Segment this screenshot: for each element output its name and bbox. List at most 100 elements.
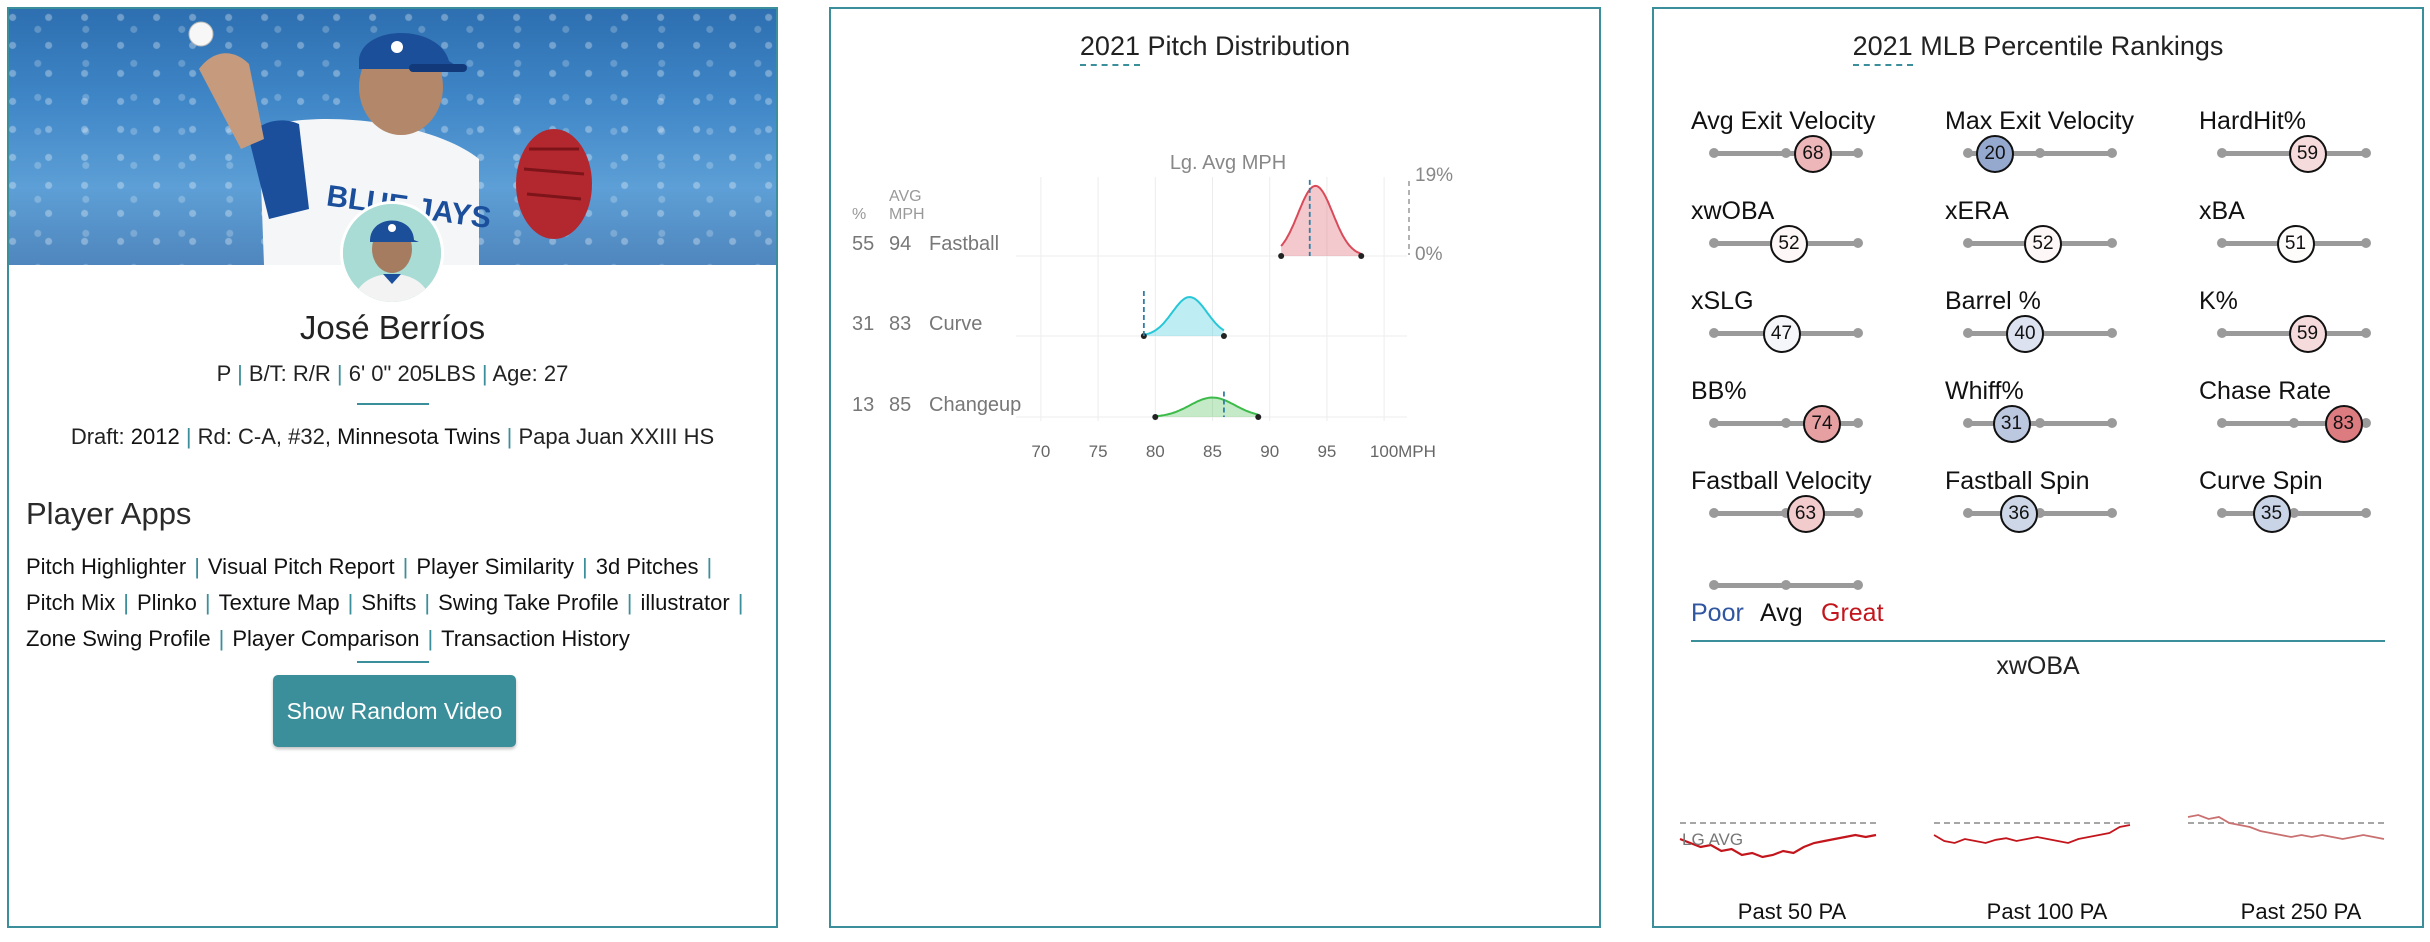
draft-round: Rd: C-A, #32, [197,424,331,449]
percentile-bubble[interactable]: 83 [2324,405,2363,443]
col-header-mph: MPH [889,206,925,223]
percentile-bubble[interactable]: 51 [2276,225,2315,263]
pitch-pct: 55 [852,233,874,255]
percentile-metric: Fastball Velocity 63 [1691,467,1891,547]
pitch-avg-mph: 83 [889,313,911,335]
divider: | [237,361,249,386]
title-year-link[interactable]: 2021 [1852,31,1913,61]
legend-great: Great [1821,599,1884,627]
percentile-metric: Curve Spin 35 [2199,467,2399,547]
section-divider [357,403,429,405]
xwoba-sparklines: LG AVG [1679,814,2385,859]
percentile-bubble[interactable]: 20 [1976,135,2014,173]
percentile-track [2217,508,2371,518]
track-dot [1853,508,1863,518]
player-age: Age: 27 [492,361,569,386]
track-dot [1709,238,1719,248]
percentile-bubble[interactable]: 59 [2288,315,2327,353]
xwoba-rolling-title: xwOBA [1996,652,2080,680]
player-apps-list: Pitch Highlighter | Visual Pitch Report | Pl… [26,549,766,657]
xwoba-trend-line [1679,833,1877,859]
track-dot [1963,508,1973,518]
pitch-dist-curve [1155,396,1259,418]
xwoba-trend-line [2187,814,2385,840]
percentile-bubble[interactable]: 59 [2288,135,2327,173]
percentile-bubble[interactable]: 68 [1794,135,1832,173]
metric-label: K% [2199,287,2238,315]
percentile-bubble[interactable]: 36 [2000,495,2038,533]
pct-top-label: 19% [1415,165,1453,186]
draft-label: Draft: [70,424,125,449]
app-link[interactable]: Swing Take Profile [438,590,619,615]
track-dot [2217,328,2227,338]
track-dot [2035,148,2045,158]
draft-team: Minnesota Twins [337,424,501,449]
app-link[interactable]: Visual Pitch Report [207,554,395,579]
app-link[interactable]: Shifts [361,590,417,615]
divider: | [347,590,354,615]
track-dot [1709,508,1719,518]
range-min-dot [1278,253,1285,259]
divider: | [218,626,225,651]
track-dot [1853,148,1863,158]
percentile-bubble[interactable]: 35 [2252,495,2291,533]
percentile-bubble[interactable]: 31 [1992,405,2031,443]
track-dot [1781,580,1791,590]
track-dot [2217,238,2227,248]
percentile-bubble[interactable]: 40 [2006,315,2044,353]
track-dot [2289,418,2299,428]
metric-label: Max Exit Velocity [1945,107,2134,135]
metric-label: BB% [1691,377,1747,405]
pitch-dist-area [1143,297,1224,336]
metric-label: xBA [2199,197,2245,225]
title-year-link[interactable]: 2021 [1079,31,1140,61]
app-link[interactable]: Player Comparison [232,626,420,651]
divider: | [336,361,349,386]
metric-label: HardHit% [2199,107,2306,135]
metric-label: Avg Exit Velocity [1691,107,1876,135]
player-bats-throws: B/T: R/R [248,361,331,386]
metric-label: Chase Rate [2199,377,2332,405]
app-link[interactable]: Zone Swing Profile [26,626,211,651]
percentile-bubble[interactable]: 52 [1770,225,1808,263]
legend-scale [1691,549,1891,629]
percentile-bubble[interactable]: 47 [1762,315,1801,353]
percentile-track [1709,418,1863,428]
track-dot [1963,238,1973,248]
pitch-avg-mph: 94 [889,233,911,255]
pitch-name: Changeup [929,394,1021,416]
pitch-dist-area [1155,397,1259,417]
metric-label: Curve Spin [2199,467,2323,495]
track-dot [1963,418,1973,428]
track-dot [2107,238,2117,248]
app-link[interactable]: Plinko [136,590,197,615]
percentile-bubble[interactable]: 74 [1803,405,1841,443]
range-max-dot [1220,333,1227,339]
percentile-bubble[interactable]: 63 [1786,495,1825,533]
percentile-track [1963,418,2117,428]
section-divider [357,661,429,663]
app-link[interactable]: Transaction History [441,626,630,651]
spark-caption-100: Past 100 PA [1986,899,2108,924]
app-link[interactable]: Pitch Highlighter [26,554,187,579]
x-tick-label: 75 [1089,442,1108,461]
percentile-track [1963,148,2117,158]
divider: | [427,626,434,651]
app-link[interactable]: Player Similarity [416,554,575,579]
show-random-video-button[interactable]: Show Random Video [273,675,516,747]
percentile-metric: BB% 74 [1691,377,1891,457]
title-text: MLB Percentile Rankings [1920,31,2224,61]
range-max-dot [1358,253,1365,259]
player-name: José Berríos [299,309,486,346]
track-dot [2217,508,2227,518]
pitch-dist-area [1281,185,1362,256]
app-link[interactable]: Pitch Mix [26,590,116,615]
metric-label: Fastball Velocity [1691,467,1872,495]
divider: | [185,424,198,449]
app-link[interactable]: Texture Map [218,590,340,615]
percentile-bubble[interactable]: 52 [2024,225,2062,263]
pitch-dist-curve [1143,296,1225,336]
app-link[interactable]: illustrator [640,590,730,615]
app-link[interactable]: 3d Pitches [595,554,699,579]
metric-label: xERA [1945,197,2009,225]
